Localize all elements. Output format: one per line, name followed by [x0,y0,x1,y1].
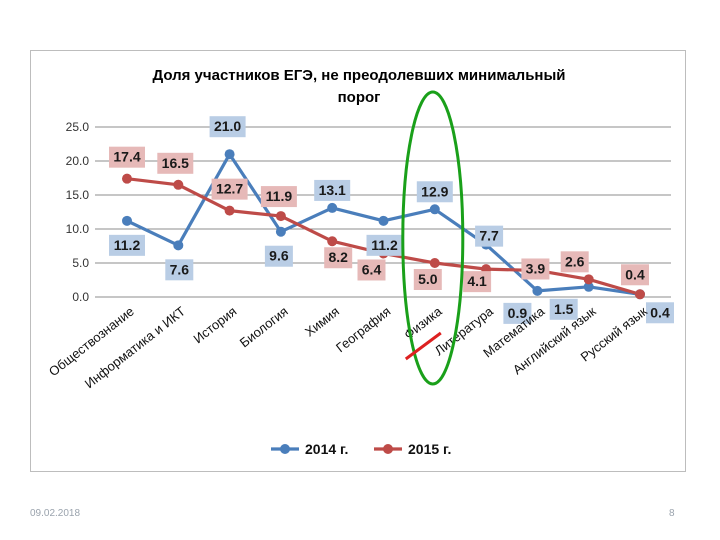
data-label-box [314,179,351,201]
data-label: 2.6 [565,253,585,269]
data-label: 13.1 [319,182,346,198]
data-label: 4.1 [467,273,487,289]
data-label: 1.5 [554,301,574,317]
slide-date: 09.02.2018 [30,508,81,519]
data-point [173,240,184,251]
data-point [327,236,338,247]
data-label-box [211,178,248,200]
y-tick-label: 15.0 [66,188,90,202]
data-point [173,179,184,190]
data-label-box [413,269,442,290]
data-point [378,215,389,226]
data-label: 21.0 [214,118,241,134]
x-category-label: Биология [237,304,291,351]
data-point [224,205,235,216]
data-label-box [646,302,674,324]
slide-page-number: 8 [669,508,675,519]
data-label: 7.7 [479,228,499,244]
data-label: 9.6 [269,248,289,264]
data-point [532,285,543,296]
data-label-box [560,251,589,273]
data-label: 11.2 [371,237,398,253]
data-label-box [521,258,550,280]
y-tick-label: 20.0 [66,154,90,168]
y-tick-label: 25.0 [66,120,90,134]
data-label-box [503,302,532,324]
data-label-box [260,186,297,208]
data-point [429,258,440,268]
data-point [275,226,286,237]
x-category-label: География [333,304,393,356]
data-label-box [366,234,403,256]
chart-title-line1: Доля участников ЕГЭ, не преодолевших мин… [152,67,565,84]
x-category-label: История [190,304,239,347]
data-point [635,289,645,300]
data-label: 0.9 [508,305,528,321]
x-category-label: Химия [302,304,342,340]
legend-marker [383,444,393,454]
data-label-box [357,259,386,281]
legend-label: 2015 г. [408,441,451,457]
data-label: 16.5 [162,155,189,171]
data-label-box [157,152,194,174]
y-tick-label: 0.0 [72,290,89,304]
highlight-ellipse [401,90,465,386]
data-label: 6.4 [362,261,382,277]
data-point [327,202,338,213]
data-point [429,204,440,215]
data-label: 7.6 [170,261,190,277]
data-label-box [549,298,578,320]
data-point [275,211,286,222]
data-label-box [165,259,194,281]
data-label-box [324,247,353,269]
data-label: 0.4 [650,304,670,320]
highlight-underline [404,331,442,361]
y-tick-label: 10.0 [66,222,90,236]
y-tick-label: 5.0 [72,256,89,270]
data-label-box [264,245,293,267]
chart-frame: Доля участников ЕГЭ, не преодолевших мин… [30,50,686,472]
data-label-box [621,264,649,286]
line-chart: Доля участников ЕГЭ, не преодолевших мин… [46,67,674,457]
data-label-box [209,116,246,138]
data-point [583,274,594,285]
data-label-box [109,234,145,256]
data-label: 8.2 [328,249,348,265]
chart-title-line2: порог [338,89,381,106]
data-point [224,149,235,160]
legend-label: 2014 г. [305,441,348,457]
legend-marker [280,444,290,454]
data-label-box [463,271,492,293]
data-label-box [416,181,453,203]
data-point [583,281,594,292]
data-label: 12.9 [421,183,448,199]
data-label: 17.4 [113,149,140,165]
data-label: 3.9 [526,260,546,276]
x-category-label: Обществознание [46,304,137,380]
data-point [122,215,132,226]
data-label-box [475,225,504,247]
data-label: 0.4 [625,266,645,282]
data-label: 12.7 [216,181,243,197]
data-label: 11.9 [266,188,293,204]
data-point [122,173,132,184]
data-label-box [109,146,145,168]
data-label: 11.2 [114,237,141,253]
data-label: 5.0 [418,271,438,287]
